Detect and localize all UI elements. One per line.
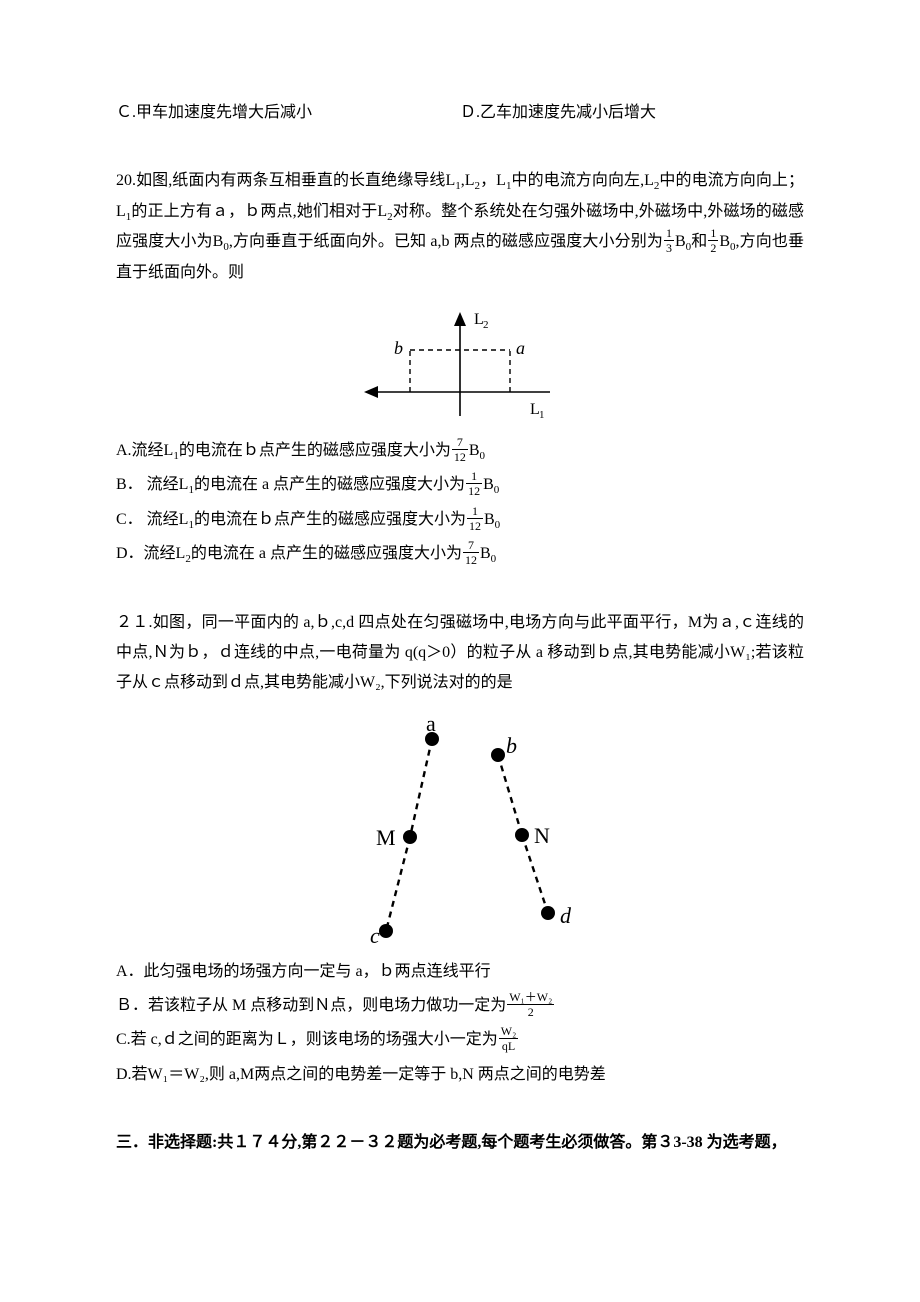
q19-options-cd: Ｃ.甲车加速度先增大后减小 Ｄ.乙车加速度先减小后增大 (116, 98, 804, 128)
q20-optB-post: B0 (483, 476, 499, 493)
q21-option-c: C.若 c,ｄ之间的距离为Ｌ，则该电场的场强大小一定为W₂qL (116, 1025, 804, 1055)
q20-optB-mid: 的电流在 a 点产生的磁感应强度大小为 (194, 476, 465, 493)
q19-option-d: Ｄ.乙车加速度先减小后增大 (460, 98, 804, 128)
q20-optB-pre: B． 流经L (116, 476, 188, 493)
q20-frac-1-2: 12 (708, 227, 718, 254)
svg-text:a: a (426, 717, 436, 736)
q20-optD-post: B0 (480, 545, 496, 562)
q20-optC-post: B0 (484, 511, 500, 528)
q21-optB-pre: Ｂ．若该粒子从 M 点移动到Ｎ点，则电场力做功一定为 (116, 997, 506, 1014)
q20-frac-1-3: 13 (664, 227, 674, 254)
q20-optC-pre: C． 流经L (116, 511, 188, 528)
q20-optA-frac: 712 (452, 436, 468, 463)
q21-figure: a b M N c d (116, 717, 804, 947)
q20-optA-mid: 的电流在ｂ点产生的磁感应强度大小为 (179, 442, 451, 459)
q21-options: A．此匀强电场的场强方向一定与 a，ｂ两点连线平行 Ｂ．若该粒子从 M 点移动到… (116, 957, 804, 1091)
q21-option-a: A．此匀强电场的场强方向一定与 a，ｂ两点连线平行 (116, 957, 804, 987)
q21-stem: ２１.如图，同一平面内的 a,ｂ,c,d 四点处在匀强磁场中,电场方向与此平面平… (116, 608, 804, 699)
q20-stem-text-b0a: B0和 (675, 233, 707, 250)
q20-optD-frac: 712 (463, 539, 479, 566)
q20-stem: 20.如图,纸面内有两条互相垂直的长直绝缘导线L1,L2，L1中的电流方向向左,… (116, 166, 804, 288)
svg-text:N: N (534, 823, 550, 848)
q21-optC-pre: C.若 c,ｄ之间的距离为Ｌ，则该电场的场强大小一定为 (116, 1031, 498, 1048)
q21-figure-svg: a b M N c d (320, 717, 600, 947)
q20-option-c: C． 流经L1的电流在ｂ点产生的磁感应强度大小为112B0 (116, 505, 804, 535)
q20-option-a: A.流经L1的电流在ｂ点产生的磁感应强度大小为712B0 (116, 436, 804, 466)
q20-options: A.流经L1的电流在ｂ点产生的磁感应强度大小为712B0 B． 流经L1的电流在… (116, 436, 804, 570)
q20-optA-pre: A.流经L (116, 442, 173, 459)
q21-optB-frac: W₁＋W₂2 (507, 991, 554, 1018)
q20-optC-frac: 112 (467, 505, 483, 532)
q20-optA-post: B0 (469, 442, 485, 459)
q20-optC-mid: 的电流在ｂ点产生的磁感应强度大小为 (194, 511, 466, 528)
svg-text:a: a (516, 338, 525, 358)
svg-text:b: b (506, 733, 517, 758)
q20-option-b: B． 流经L1的电流在 a 点产生的磁感应强度大小为112B0 (116, 470, 804, 500)
q21-optC-frac: W₂qL (499, 1025, 519, 1052)
q21-option-b: Ｂ．若该粒子从 M 点移动到Ｎ点，则电场力做功一定为W₁＋W₂2 (116, 991, 804, 1021)
svg-text:c: c (370, 923, 380, 947)
svg-text:d: d (560, 903, 572, 928)
svg-text:M: M (376, 825, 396, 850)
svg-text:2: 2 (483, 319, 489, 331)
q20-figure: L 2 L 1 b a (116, 306, 804, 426)
q20-figure-svg: L 2 L 1 b a (350, 306, 570, 426)
q20-option-d: D．流经L2的电流在 a 点产生的磁感应强度大小为712B0 (116, 539, 804, 569)
q20-optB-frac: 112 (466, 470, 482, 497)
q20-optD-mid: 的电流在 a 点产生的磁感应强度大小为 (191, 545, 462, 562)
svg-text:1: 1 (539, 409, 545, 421)
q19-option-c: Ｃ.甲车加速度先增大后减小 (116, 98, 460, 128)
svg-text:b: b (394, 338, 403, 358)
q21-option-d: D.若W₁＝W₂,则 a,M两点之间的电势差一定等于 b,N 两点之间的电势差 (116, 1060, 804, 1090)
section-3-heading: 三．非选择题:共１７４分,第２２－３２题为必考题,每个题考生必须做答。第３3-3… (116, 1128, 804, 1158)
q20-optD-pre: D．流经L (116, 545, 185, 562)
